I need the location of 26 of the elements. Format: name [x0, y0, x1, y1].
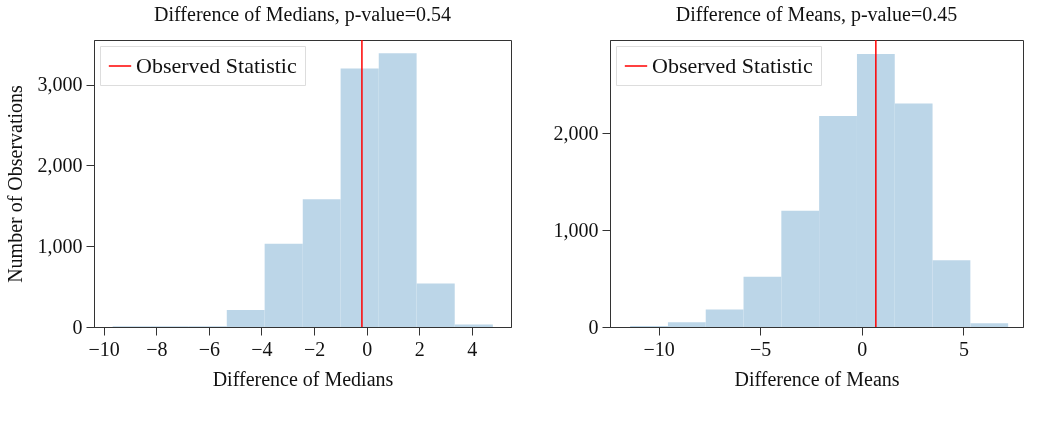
x-tick-label: −2 — [303, 337, 326, 360]
y-tick-label: 3,000 — [37, 73, 83, 96]
x-tick-label: 0 — [362, 337, 373, 360]
x-tick-label: −6 — [198, 337, 221, 360]
x-axis-title: Difference of Medians — [212, 367, 394, 390]
y-axis-title: Number of Observations — [3, 84, 26, 283]
x-tick-label: −8 — [146, 337, 168, 360]
ref-line-label: Observed Statistic — [652, 53, 813, 78]
x-tick-label: 0 — [857, 337, 868, 360]
x-tick-label: −10 — [643, 337, 675, 360]
x-tick-label: 2 — [414, 337, 425, 360]
y-tick-label: 1,000 — [553, 218, 599, 241]
x-tick-label: −5 — [750, 337, 772, 360]
x-tick-label: −10 — [88, 337, 120, 360]
chart-title: Difference of Medians, p-value=0.54 — [154, 3, 451, 27]
x-tick-label: 5 — [958, 337, 969, 360]
y-tick-label: 1,000 — [37, 234, 83, 257]
x-tick-label: 4 — [467, 337, 478, 360]
x-tick-label: −4 — [251, 337, 273, 360]
ref-line-label: Observed Statistic — [136, 53, 297, 78]
y-tick-label: 2,000 — [553, 121, 599, 144]
y-tick-label: 2,000 — [37, 153, 83, 176]
x-axis-title: Difference of Means — [734, 367, 900, 390]
y-tick-label: 0 — [72, 315, 83, 338]
y-tick-label: 0 — [588, 315, 599, 338]
chart-title: Difference of Means, p-value=0.45 — [675, 3, 958, 27]
